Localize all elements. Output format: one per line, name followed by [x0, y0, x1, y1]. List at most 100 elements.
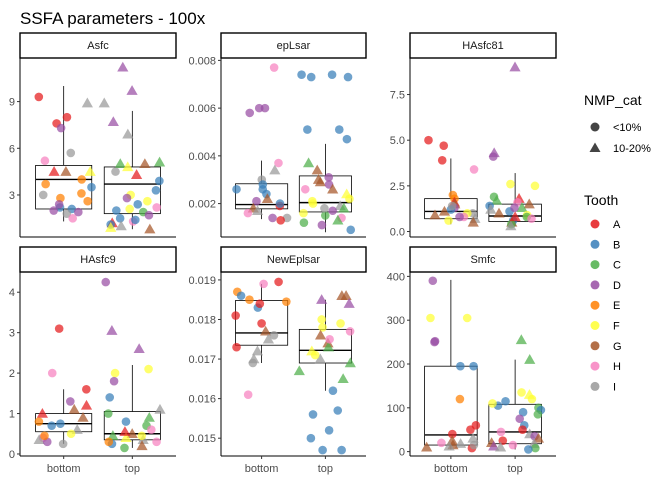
- data-point: [317, 220, 327, 230]
- y-tick-label: 200: [387, 359, 405, 371]
- data-point: [232, 342, 241, 352]
- data-point: [68, 214, 78, 223]
- data-point: [509, 61, 521, 72]
- data-point: [136, 440, 148, 451]
- data-point: [469, 165, 479, 174]
- data-point: [324, 173, 334, 182]
- data-point: [517, 388, 526, 397]
- legend-key-triangle: [589, 142, 601, 152]
- data-point: [122, 161, 134, 172]
- data-point: [533, 410, 543, 419]
- data-point: [336, 319, 345, 328]
- data-point: [143, 196, 152, 206]
- data-point: [328, 386, 338, 396]
- data-point: [38, 190, 48, 200]
- box-iqr: [103, 411, 161, 441]
- data-point: [489, 192, 499, 202]
- data-point: [493, 207, 505, 218]
- data-point: [501, 396, 510, 406]
- data-point: [34, 417, 44, 426]
- facet-strip: [220, 32, 367, 59]
- data-point: [300, 184, 310, 194]
- data-point: [524, 354, 536, 364]
- y-tick-label: 0.016: [188, 394, 216, 406]
- data-point: [325, 334, 334, 344]
- data-point: [293, 365, 305, 376]
- boxplot-top: [103, 110, 161, 230]
- data-point: [455, 394, 465, 404]
- y-tick-label: 0.019: [188, 275, 216, 287]
- data-point: [495, 441, 507, 452]
- data-point: [469, 440, 479, 450]
- legend-label: I: [613, 381, 616, 393]
- legend-label: 10-20%: [613, 143, 651, 155]
- data-point: [429, 209, 441, 220]
- data-point: [437, 438, 446, 448]
- data-point: [269, 164, 281, 175]
- data-point: [438, 205, 451, 216]
- data-point: [341, 188, 353, 199]
- data-point: [506, 179, 515, 189]
- legend-key-tooth: [590, 219, 600, 229]
- data-point: [515, 334, 527, 345]
- x-tick-label: bottom: [245, 463, 279, 475]
- data-point: [125, 204, 134, 214]
- data-point: [80, 399, 93, 410]
- data-point: [47, 421, 56, 430]
- data-point: [143, 411, 155, 422]
- legend-title-nmp-cat: NMP_cat: [584, 92, 642, 108]
- data-point: [338, 202, 350, 213]
- data-point: [308, 199, 318, 208]
- data-point: [447, 201, 457, 211]
- data-point: [310, 350, 320, 360]
- data-point: [488, 440, 500, 451]
- data-point: [48, 166, 60, 176]
- data-point: [87, 182, 96, 192]
- data-point: [299, 208, 308, 218]
- facet-label: epLsar: [277, 40, 311, 52]
- legend-label: D: [613, 280, 621, 292]
- data-point: [261, 193, 274, 204]
- facet-strip: [19, 32, 177, 59]
- data-point: [245, 108, 255, 118]
- facet-label: NewEplsar: [267, 254, 321, 266]
- data-point: [121, 417, 131, 426]
- data-point: [40, 156, 50, 166]
- data-point: [336, 290, 348, 300]
- data-point: [117, 61, 129, 72]
- legend-key-circle: [590, 122, 600, 132]
- box-iqr: [103, 166, 161, 215]
- data-point: [462, 313, 472, 323]
- data-point: [58, 439, 68, 449]
- data-point: [251, 205, 264, 215]
- data-point: [77, 175, 87, 184]
- legend-key-tooth: [590, 280, 600, 290]
- y-tick-label: 100: [387, 403, 405, 415]
- legend-label: A: [613, 219, 621, 231]
- data-point: [531, 443, 540, 453]
- data-point: [107, 430, 119, 440]
- data-point: [311, 164, 323, 175]
- data-point: [308, 410, 318, 419]
- legend-key-tooth: [590, 260, 600, 270]
- data-point: [332, 214, 344, 225]
- y-tick-label: 2: [9, 368, 15, 380]
- data-point: [105, 222, 117, 232]
- x-tick-label: bottom: [47, 463, 81, 475]
- data-point: [532, 432, 545, 443]
- data-point: [327, 70, 337, 80]
- data-point: [344, 357, 356, 368]
- data-point: [314, 176, 327, 187]
- data-point: [255, 299, 265, 308]
- y-tick-label: 3: [9, 190, 15, 202]
- data-point: [282, 297, 291, 306]
- data-point: [120, 443, 129, 453]
- data-point: [154, 403, 166, 414]
- data-point: [245, 295, 254, 304]
- legend-title-tooth: Tooth: [584, 192, 618, 208]
- data-point: [101, 277, 111, 287]
- data-point: [251, 345, 264, 356]
- panel-smfc: Smfc 0 100 200 300 400 bottom top: [387, 246, 557, 475]
